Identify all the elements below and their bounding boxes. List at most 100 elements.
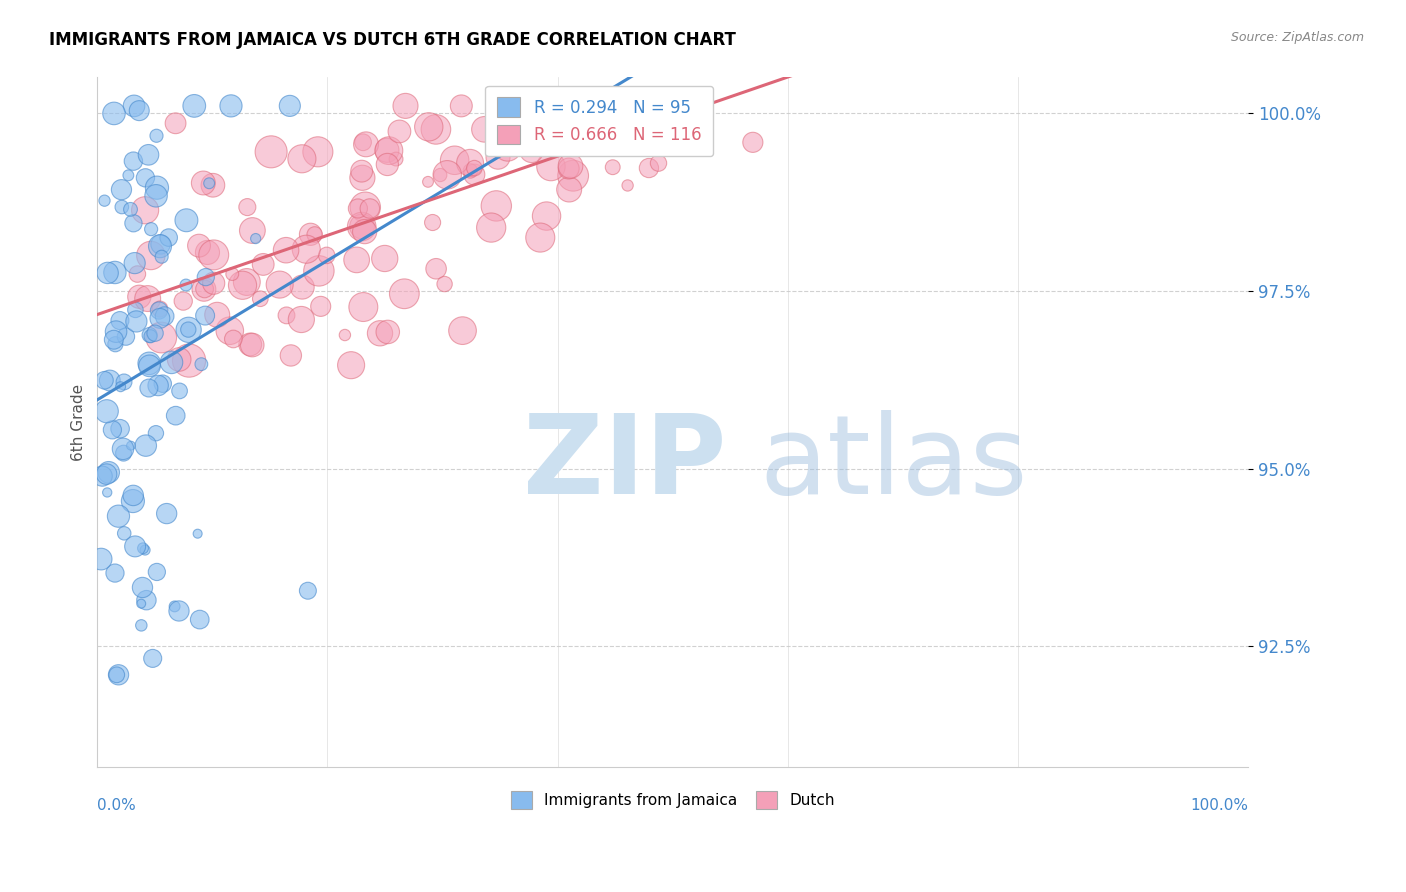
Point — [488, 99, 510, 113]
Point — [202, 277, 225, 291]
Point — [588, 99, 610, 113]
Point — [138, 356, 160, 370]
Point — [352, 135, 374, 149]
Point — [110, 183, 132, 197]
Point — [418, 120, 440, 134]
Point — [90, 552, 112, 566]
Point — [122, 99, 145, 113]
Point — [169, 384, 191, 398]
Point — [97, 266, 120, 280]
Point — [139, 329, 162, 343]
Point — [120, 202, 142, 217]
Point — [353, 225, 375, 239]
Point — [647, 156, 669, 170]
Point — [139, 222, 162, 236]
Point — [96, 404, 118, 418]
Point — [124, 540, 146, 554]
Point — [104, 265, 127, 279]
Point — [131, 581, 153, 595]
Point — [142, 651, 165, 665]
Point — [352, 219, 374, 234]
Point — [350, 164, 373, 178]
Point — [134, 170, 156, 185]
Point — [374, 252, 396, 266]
Point — [315, 248, 337, 262]
Point — [602, 160, 624, 174]
Point — [150, 250, 173, 264]
Point — [242, 223, 264, 237]
Point — [149, 311, 172, 326]
Point — [205, 308, 228, 322]
Point — [187, 526, 209, 541]
Point — [517, 99, 540, 113]
Point — [433, 277, 456, 291]
Point — [146, 378, 169, 392]
Point — [291, 152, 314, 166]
Point — [128, 290, 150, 304]
Point — [436, 168, 458, 182]
Text: ZIP: ZIP — [523, 410, 727, 517]
Point — [190, 357, 212, 371]
Point — [105, 325, 128, 339]
Point — [148, 303, 170, 318]
Point — [352, 300, 374, 314]
Point — [352, 170, 374, 185]
Point — [138, 359, 160, 373]
Point — [163, 599, 186, 614]
Point — [122, 488, 145, 502]
Point — [463, 168, 485, 182]
Point — [103, 106, 125, 120]
Point — [96, 485, 118, 500]
Point — [98, 374, 121, 388]
Point — [333, 328, 356, 343]
Point — [236, 200, 259, 214]
Point — [741, 136, 763, 150]
Point — [127, 267, 149, 281]
Point — [167, 352, 190, 367]
Point — [188, 238, 211, 252]
Point — [107, 509, 129, 524]
Point — [245, 231, 267, 245]
Point — [239, 337, 262, 351]
Text: atlas: atlas — [759, 410, 1028, 517]
Point — [138, 381, 160, 395]
Point — [458, 156, 481, 170]
Point — [657, 121, 679, 136]
Point — [546, 107, 568, 121]
Point — [139, 248, 162, 262]
Point — [219, 99, 242, 113]
Point — [638, 161, 661, 175]
Point — [479, 220, 502, 235]
Point — [143, 326, 166, 341]
Point — [290, 312, 312, 326]
Point — [280, 348, 302, 362]
Point — [112, 375, 135, 389]
Point — [236, 275, 259, 289]
Point — [231, 278, 253, 293]
Point — [240, 338, 263, 352]
Point — [150, 330, 173, 344]
Point — [197, 245, 219, 260]
Point — [496, 140, 519, 154]
Point — [174, 278, 197, 293]
Point — [596, 99, 619, 113]
Point — [558, 182, 581, 196]
Point — [177, 323, 200, 337]
Point — [218, 324, 240, 338]
Point — [425, 261, 447, 276]
Point — [177, 323, 200, 337]
Point — [558, 110, 581, 124]
Point — [269, 277, 291, 292]
Point — [297, 583, 319, 598]
Point — [103, 333, 125, 347]
Point — [156, 507, 179, 521]
Point — [146, 565, 169, 579]
Point — [153, 309, 176, 323]
Point — [110, 380, 132, 394]
Point — [138, 327, 160, 342]
Text: 0.0%: 0.0% — [97, 798, 136, 814]
Point — [350, 219, 373, 234]
Point — [394, 286, 416, 301]
Point — [132, 541, 155, 556]
Point — [145, 426, 167, 441]
